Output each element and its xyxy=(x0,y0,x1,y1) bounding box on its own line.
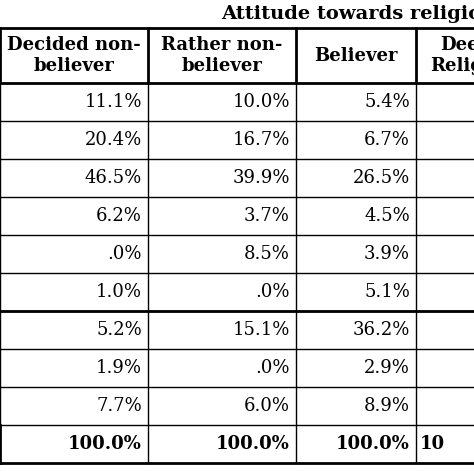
Text: 15.1%: 15.1% xyxy=(233,321,290,339)
Text: 6.7%: 6.7% xyxy=(364,131,410,149)
Text: 10.0%: 10.0% xyxy=(233,93,290,111)
Text: 10: 10 xyxy=(420,435,445,453)
Text: 3.9%: 3.9% xyxy=(364,245,410,263)
Text: 2.9%: 2.9% xyxy=(364,359,410,377)
Text: 100.0%: 100.0% xyxy=(336,435,410,453)
Text: 1.9%: 1.9% xyxy=(96,359,142,377)
Text: 1.0%: 1.0% xyxy=(96,283,142,301)
Text: 3.7%: 3.7% xyxy=(244,207,290,225)
Text: 4.5%: 4.5% xyxy=(364,207,410,225)
Text: 39.9%: 39.9% xyxy=(233,169,290,187)
Text: .0%: .0% xyxy=(255,359,290,377)
Text: Rather non-
believer: Rather non- believer xyxy=(161,36,283,75)
Text: 100.0%: 100.0% xyxy=(216,435,290,453)
Text: Decided non-
believer: Decided non- believer xyxy=(7,36,141,75)
Text: 20.4%: 20.4% xyxy=(85,131,142,149)
Text: 8.9%: 8.9% xyxy=(364,397,410,415)
Text: Deep
Religio: Deep Religio xyxy=(430,36,474,75)
Text: 8.5%: 8.5% xyxy=(244,245,290,263)
Text: 46.5%: 46.5% xyxy=(85,169,142,187)
Text: 5.1%: 5.1% xyxy=(364,283,410,301)
Text: .0%: .0% xyxy=(108,245,142,263)
Text: 100.0%: 100.0% xyxy=(68,435,142,453)
Text: 16.7%: 16.7% xyxy=(233,131,290,149)
Text: 6.0%: 6.0% xyxy=(244,397,290,415)
Text: Believer: Believer xyxy=(314,46,398,64)
Text: 36.2%: 36.2% xyxy=(353,321,410,339)
Text: Attitude towards religious fa: Attitude towards religious fa xyxy=(221,5,474,23)
Text: 5.4%: 5.4% xyxy=(364,93,410,111)
Text: 11.1%: 11.1% xyxy=(84,93,142,111)
Text: 5.2%: 5.2% xyxy=(96,321,142,339)
Text: .0%: .0% xyxy=(255,283,290,301)
Text: 26.5%: 26.5% xyxy=(353,169,410,187)
Text: 6.2%: 6.2% xyxy=(96,207,142,225)
Text: 7.7%: 7.7% xyxy=(96,397,142,415)
